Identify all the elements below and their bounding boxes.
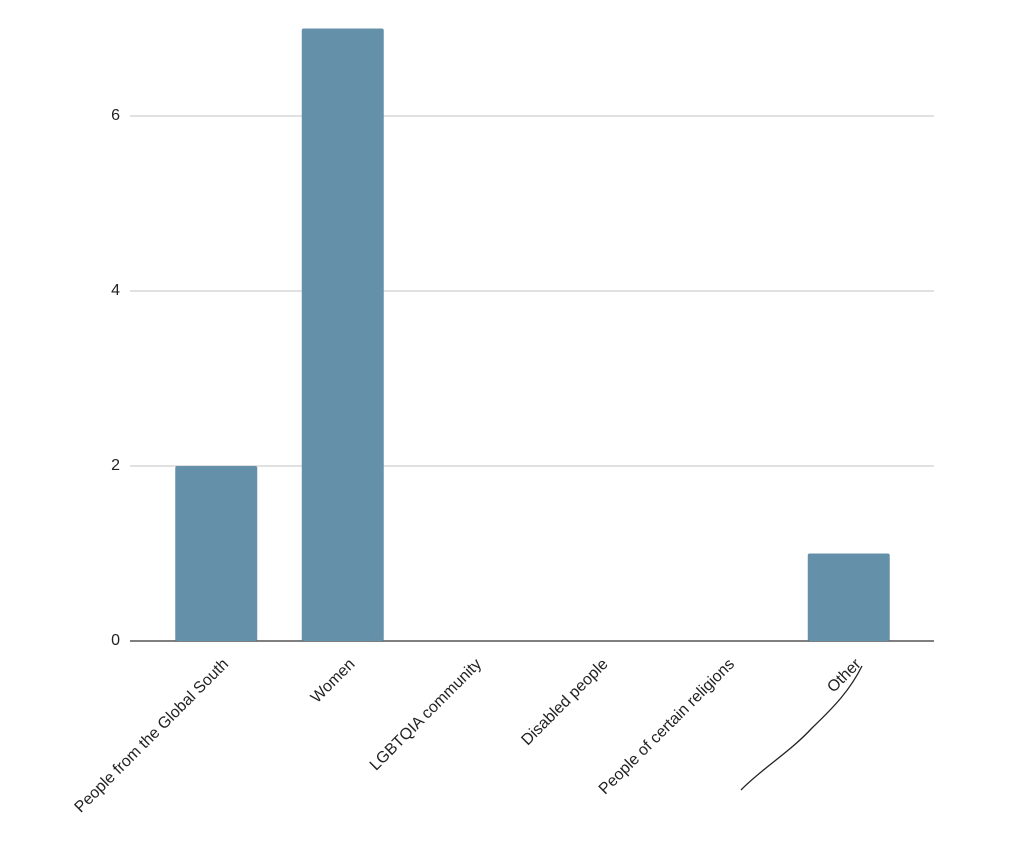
x-tick-label: LGBTQIA community <box>367 656 485 774</box>
bar <box>301 28 384 641</box>
x-tick-label: Women <box>308 656 359 707</box>
x-tick-label: Other <box>824 655 865 696</box>
x-tick-label: People of certain religions <box>596 656 738 798</box>
y-tick-label: 0 <box>111 632 120 649</box>
y-tick-label: 6 <box>111 107 120 124</box>
x-tick-label: Disabled people <box>518 656 611 749</box>
x-tick-label: People from the Global South <box>72 656 232 816</box>
y-tick-label: 2 <box>111 457 120 474</box>
y-tick-label: 4 <box>111 282 120 299</box>
bar <box>175 466 258 641</box>
handwritten-line <box>740 665 863 791</box>
bar <box>807 553 890 641</box>
